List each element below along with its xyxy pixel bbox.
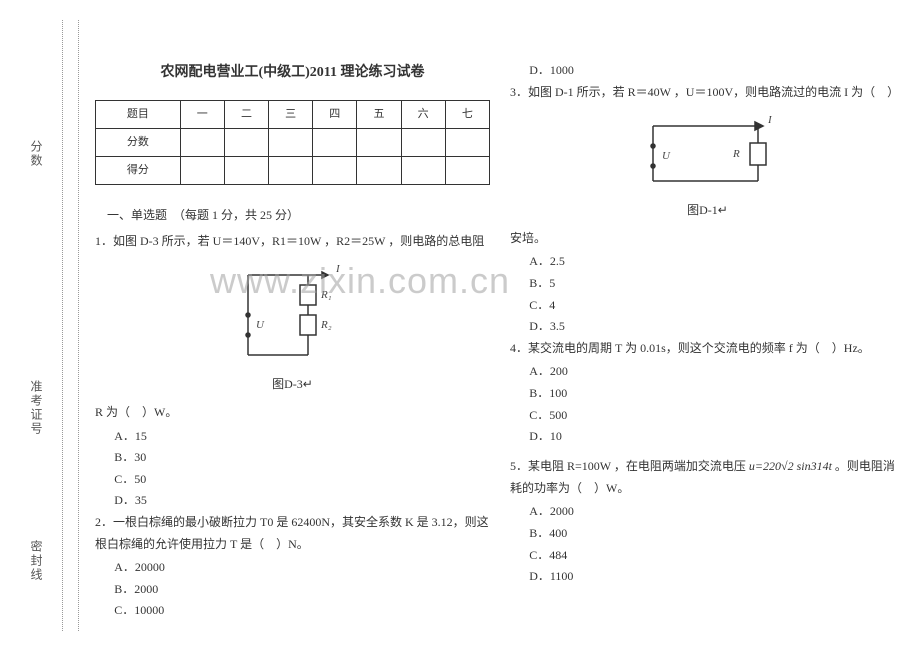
question-3: 3．如图 D-1 所示，若 R＝40W ，U＝100V，则电路流过的电流 I 为… [510, 82, 905, 104]
svg-text:R₂: R₂ [320, 319, 332, 331]
q1-opt-a: A．15 [95, 426, 490, 448]
q3-opt-a: A．2.5 [510, 251, 905, 273]
svg-text:R: R [732, 148, 740, 160]
figure-d1-caption: 图D-1↵ [510, 200, 905, 222]
table-row: 题目 一 二 三 四 五 六 七 [96, 101, 490, 129]
question-1: 1．如图 D-3 所示，若 U＝140V，R1＝10W ，R2＝25W ，则电路… [95, 231, 490, 253]
q5-opt-a: A．2000 [510, 501, 905, 523]
svg-text:U: U [662, 150, 671, 162]
q4-opt-a: A．200 [510, 361, 905, 383]
q3-opt-c: C．4 [510, 295, 905, 317]
score-table: 题目 一 二 三 四 五 六 七 分数 得分 [95, 100, 490, 185]
fold-line-2 [78, 20, 79, 631]
question-3-unit: 安培。 [510, 228, 905, 250]
figure-d1: I U R [628, 111, 788, 196]
q4-opt-b: B．100 [510, 383, 905, 405]
q4-opt-c: C．500 [510, 405, 905, 427]
q2-opt-a: A．20000 [95, 557, 490, 579]
question-5: 5．某电阻 R=100W ，在电阻两端加交流电压 u=220√2 sin314t… [510, 456, 905, 500]
sidebar-seal-label: 密封线 [28, 540, 45, 582]
q5-opt-d: D．1100 [510, 566, 905, 588]
table-row: 分数 [96, 129, 490, 157]
q5-opt-c: C．484 [510, 545, 905, 567]
q1-opt-d: D．35 [95, 490, 490, 512]
row-head: 题目 [96, 101, 181, 129]
question-4: 4．某交流电的周期 T 为 0.01s，则这个交流电的频率 f 为（ ）Hz。 [510, 338, 905, 360]
q5-opt-b: B．400 [510, 523, 905, 545]
row-head: 分数 [96, 129, 181, 157]
exam-title: 农网配电营业工(中级工)2011 理论练习试卷 [95, 60, 490, 85]
svg-text:U: U [256, 319, 265, 331]
fold-line-1 [62, 20, 63, 631]
q4-opt-d: D．10 [510, 426, 905, 448]
q1-opt-b: B．30 [95, 447, 490, 469]
question-1-tail: R 为（ ）W。 [95, 402, 490, 424]
q1-opt-c: C．50 [95, 469, 490, 491]
q2-opt-d: D．1000 [510, 60, 905, 82]
table-row: 得分 [96, 157, 490, 185]
q2-opt-b: B．2000 [95, 579, 490, 601]
row-head: 得分 [96, 157, 181, 185]
figure-d3-caption: 图D-3↵ [95, 374, 490, 396]
svg-text:I: I [335, 263, 341, 275]
figure-d3: I U R₁ R₂ [218, 260, 368, 370]
svg-text:R₁: R₁ [320, 289, 332, 301]
q3-opt-b: B．5 [510, 273, 905, 295]
q3-opt-d: D．3.5 [510, 316, 905, 338]
sidebar-id-label: 准考证号 [28, 380, 45, 436]
q5-formula: u=220√2 sin314t [749, 456, 832, 478]
svg-text:I: I [767, 114, 773, 126]
q2-opt-c: C．10000 [95, 600, 490, 622]
question-2: 2．一根白棕绳的最小破断拉力 T0 是 62400N，其安全系数 K 是 3.1… [95, 512, 490, 555]
section-1-title: 一、单选题 （每题 1 分，共 25 分） [95, 205, 490, 227]
sidebar-score-label: 分数 [28, 140, 45, 168]
page-content: 农网配电营业工(中级工)2011 理论练习试卷 题目 一 二 三 四 五 六 七… [95, 60, 905, 641]
exam-sidebar: 分数 准考证号 密封线 [0, 0, 90, 651]
